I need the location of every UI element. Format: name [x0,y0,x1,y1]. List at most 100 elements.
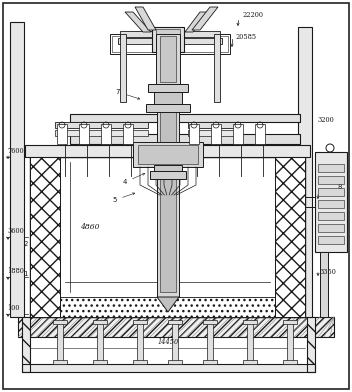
Text: 8: 8 [331,184,342,195]
Text: 7: 7 [116,89,140,99]
Bar [283,320,297,324]
Bar [79,124,89,144]
Bar [318,236,344,244]
Bar [320,252,328,317]
Bar [146,104,190,112]
Bar [247,321,253,364]
Text: 22200: 22200 [242,11,263,19]
Text: 3200: 3200 [318,116,335,124]
Bar [60,297,275,317]
Bar [315,152,347,252]
Bar [30,157,305,317]
Bar [307,317,315,372]
Bar [93,360,107,364]
Bar [120,34,126,102]
Bar [30,157,60,317]
Text: 12550: 12550 [320,190,341,198]
Bar [57,124,67,144]
Bar [22,317,30,372]
Bar [120,31,220,37]
Bar [189,124,199,144]
Bar [255,124,265,144]
Bar [214,34,220,102]
Text: 5: 5 [113,193,135,203]
Bar [157,82,179,297]
Text: 3: 3 [40,154,52,167]
Bar [160,87,176,292]
Bar [298,27,312,317]
Text: 3600: 3600 [7,227,24,235]
Text: 100: 100 [7,304,19,312]
Bar [101,124,111,144]
Bar [188,130,235,136]
Bar [156,29,180,50]
Text: 4860: 4860 [80,223,100,231]
Bar [55,122,148,128]
Text: 1880: 1880 [7,267,24,275]
Bar [188,122,235,128]
Bar [283,360,297,364]
Text: 9815: 9815 [212,140,228,148]
Polygon shape [135,7,156,30]
Text: 1: 1 [23,264,36,277]
Bar [18,317,334,337]
Bar [318,164,344,172]
Bar [70,134,300,144]
Bar [275,157,305,317]
Text: 10700: 10700 [190,130,210,138]
Bar [243,360,257,364]
Bar [137,321,143,364]
Bar [70,114,300,122]
Bar [30,157,60,317]
Text: 20585: 20585 [235,33,256,41]
Bar [22,364,315,372]
Bar [25,145,310,157]
Bar [10,22,24,317]
Bar [243,320,257,324]
Bar [150,171,186,179]
Bar [18,317,334,337]
Bar [138,145,198,164]
Polygon shape [157,297,179,312]
Bar [118,38,222,44]
Bar [233,124,243,144]
Text: 14450: 14450 [157,338,178,346]
Bar [172,321,178,364]
Bar [133,360,147,364]
Bar [203,360,217,364]
Text: 6: 6 [80,117,97,127]
Bar [152,27,184,52]
Text: 2: 2 [24,234,37,247]
Bar [154,92,182,104]
Bar [318,224,344,232]
Bar [148,84,188,92]
Bar [207,321,213,364]
Bar [318,200,344,208]
Bar [110,34,230,54]
Bar [22,317,30,372]
Bar [318,176,344,184]
Bar [93,320,107,324]
Bar [168,360,182,364]
Bar [133,320,147,324]
Bar [53,320,67,324]
Bar [156,34,180,84]
Text: 7600: 7600 [7,147,24,155]
Bar [203,320,217,324]
Bar [55,130,148,136]
Text: 3350: 3350 [320,268,337,276]
Bar [112,36,228,52]
Bar [318,212,344,220]
Polygon shape [192,7,218,30]
Bar [60,297,275,317]
Bar [287,321,293,364]
Bar [154,165,182,177]
Bar [275,157,305,317]
Bar [160,36,176,82]
Bar [133,142,203,167]
Bar [53,360,67,364]
Bar [168,320,182,324]
Text: 9540: 9540 [158,268,177,276]
Text: 4: 4 [123,173,145,185]
Polygon shape [185,12,208,32]
